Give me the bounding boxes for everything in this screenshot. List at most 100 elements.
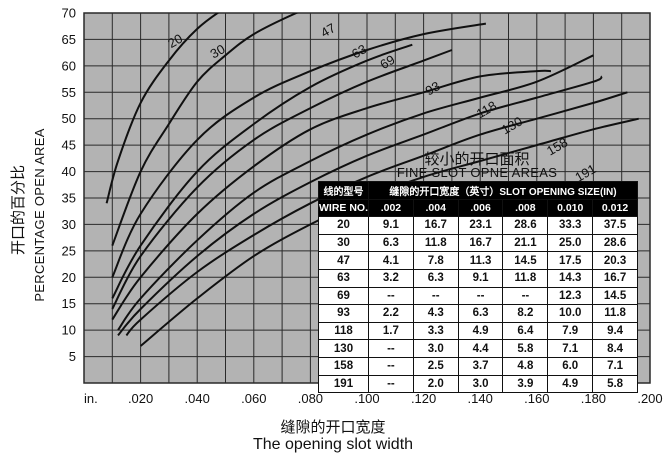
open-area-cell: 16.7 xyxy=(457,233,504,253)
open-area-cell: -- xyxy=(412,286,459,306)
curve-label: 63 xyxy=(349,41,369,61)
y-tick-label: 20 xyxy=(62,270,76,285)
wire-number-cell: 63 xyxy=(318,268,369,288)
y-tick-label: 35 xyxy=(62,191,76,206)
open-area-cell: 37.5 xyxy=(592,216,638,235)
size-header: .004 xyxy=(412,198,459,218)
open-area-cell: 28.6 xyxy=(592,233,638,253)
open-area-cell: 16.7 xyxy=(592,268,638,288)
wire-type-header-cn: 线的型号 xyxy=(318,181,369,200)
x-tick-label: .100 xyxy=(354,391,379,406)
open-area-cell: 3.9 xyxy=(502,374,549,394)
curve-wire-118 xyxy=(117,54,594,331)
y-axis-label: PERCENTAGE OPEN AREA xyxy=(32,128,47,301)
table-title-cn: 较小的开口面积 xyxy=(424,151,530,168)
curve-wire-47 xyxy=(111,22,487,278)
y-tick-label: 70 xyxy=(62,6,76,21)
table-row: 63 3.2 6.3 9.1 11.8 14.3 16.7 xyxy=(318,268,638,288)
x-tick-label: .140 xyxy=(468,391,493,406)
open-area-cell: 3.0 xyxy=(457,374,504,394)
open-area-cell: 23.1 xyxy=(457,216,504,235)
size-header: 0.010 xyxy=(547,198,594,218)
open-area-cell: -- xyxy=(502,286,549,306)
wire-number-cell: 118 xyxy=(318,321,369,341)
table-row: 130 -- 3.0 4.4 5.8 7.1 8.4 xyxy=(318,339,638,358)
wire-number-cell: 93 xyxy=(318,304,369,323)
table-subheader-row: WIRE NO. .002 .004 .006 .008 0.010 0.012 xyxy=(318,198,638,218)
table-row: 47 4.1 7.8 11.3 14.5 17.5 20.3 xyxy=(318,251,638,270)
open-area-cell: 33.3 xyxy=(547,216,594,235)
open-area-cell: 6.3 xyxy=(457,304,504,323)
y-tick-label: 55 xyxy=(62,85,76,100)
open-area-cell: 11.8 xyxy=(502,268,549,288)
open-area-cell: 3.3 xyxy=(412,321,459,341)
x-tick-label: .040 xyxy=(185,391,210,406)
open-area-cell: -- xyxy=(368,286,414,306)
open-area-cell: -- xyxy=(368,339,414,358)
open-area-cell: 5.8 xyxy=(502,339,549,358)
open-area-cell: -- xyxy=(368,356,414,376)
open-area-cell: 3.7 xyxy=(457,356,504,376)
curve-wire-63 xyxy=(111,43,413,299)
table-row: 191 -- 2.0 3.0 3.9 4.9 5.8 xyxy=(318,374,638,394)
open-area-cell: 4.9 xyxy=(457,321,504,341)
wire-number-cell: 30 xyxy=(318,233,369,253)
open-area-cell: 14.5 xyxy=(502,251,549,270)
wire-number-cell: 158 xyxy=(318,356,369,376)
open-area-cell: 4.8 xyxy=(502,356,549,376)
table-row: 158 -- 2.5 3.7 4.8 6.0 7.1 xyxy=(318,356,638,376)
open-area-cell: 5.8 xyxy=(592,374,638,394)
y-tick-label: 50 xyxy=(62,111,76,126)
open-area-cell: 25.0 xyxy=(547,233,594,253)
y-tick-label: 15 xyxy=(62,296,76,311)
open-area-cell: 8.4 xyxy=(592,339,638,358)
curve-wire-30 xyxy=(111,13,299,246)
open-area-cell: -- xyxy=(368,374,414,394)
table-row: 118 1.7 3.3 4.9 6.4 7.9 9.4 xyxy=(318,321,638,341)
table-row: 30 6.3 11.8 16.7 21.1 25.0 28.6 xyxy=(318,233,638,253)
y-tick-label: 45 xyxy=(62,138,76,153)
open-area-cell: 4.4 xyxy=(457,339,504,358)
open-area-cell: 4.1 xyxy=(368,251,414,270)
size-header: .006 xyxy=(457,198,504,218)
open-area-cell: 6.4 xyxy=(502,321,549,341)
open-area-cell: 9.1 xyxy=(368,216,414,235)
x-tick-label: .120 xyxy=(411,391,436,406)
wire-number-cell: 20 xyxy=(318,216,369,235)
x-tick-label: .160 xyxy=(524,391,549,406)
wire-number-cell: 69 xyxy=(318,286,369,306)
wire-number-cell: 191 xyxy=(318,374,369,394)
open-area-cell: 17.5 xyxy=(547,251,594,270)
open-area-cell: 11.3 xyxy=(457,251,504,270)
curve-wire-93 xyxy=(111,69,552,321)
curve-wire-69 xyxy=(111,49,453,310)
curve-label: 69 xyxy=(377,52,397,72)
table-row: 93 2.2 4.3 6.3 8.2 10.0 11.8 xyxy=(318,304,638,323)
open-area-cell: 10.0 xyxy=(547,304,594,323)
x-tick-label: .200 xyxy=(637,391,662,406)
open-area-cell: 20.3 xyxy=(592,251,638,270)
open-area-cell: 3.2 xyxy=(368,268,414,288)
x-tick-label: .080 xyxy=(298,391,323,406)
wire-number-cell: 130 xyxy=(318,339,369,358)
open-area-cell: 8.2 xyxy=(502,304,549,323)
curves-group xyxy=(105,13,639,347)
y-tick-label: 5 xyxy=(69,349,76,364)
curve-label: 20 xyxy=(165,31,185,51)
curve-label: 93 xyxy=(423,78,443,98)
open-area-cell: 4.3 xyxy=(412,304,459,323)
y-tick-label: 30 xyxy=(62,217,76,232)
open-area-cell: 28.6 xyxy=(502,216,549,235)
open-area-cell: 7.8 xyxy=(412,251,459,270)
y-tick-label: 10 xyxy=(62,323,76,338)
open-area-cell: 16.7 xyxy=(412,216,459,235)
table-row: 20 9.1 16.7 23.1 28.6 33.3 37.5 xyxy=(318,216,638,235)
open-area-cell: 12.3 xyxy=(547,286,594,306)
open-area-cell: 6.3 xyxy=(368,233,414,253)
size-header: .002 xyxy=(368,198,414,218)
y-tick-label: 65 xyxy=(62,32,76,47)
table-header-row: 线的型号 缝隙的开口宽度（英寸）SLOT OPENING SIZE(IN) xyxy=(318,181,638,200)
open-area-cell: 11.8 xyxy=(412,233,459,253)
table-title: FINE SLOT OPNE AREAS xyxy=(396,165,558,180)
open-area-cell: 2.0 xyxy=(412,374,459,394)
